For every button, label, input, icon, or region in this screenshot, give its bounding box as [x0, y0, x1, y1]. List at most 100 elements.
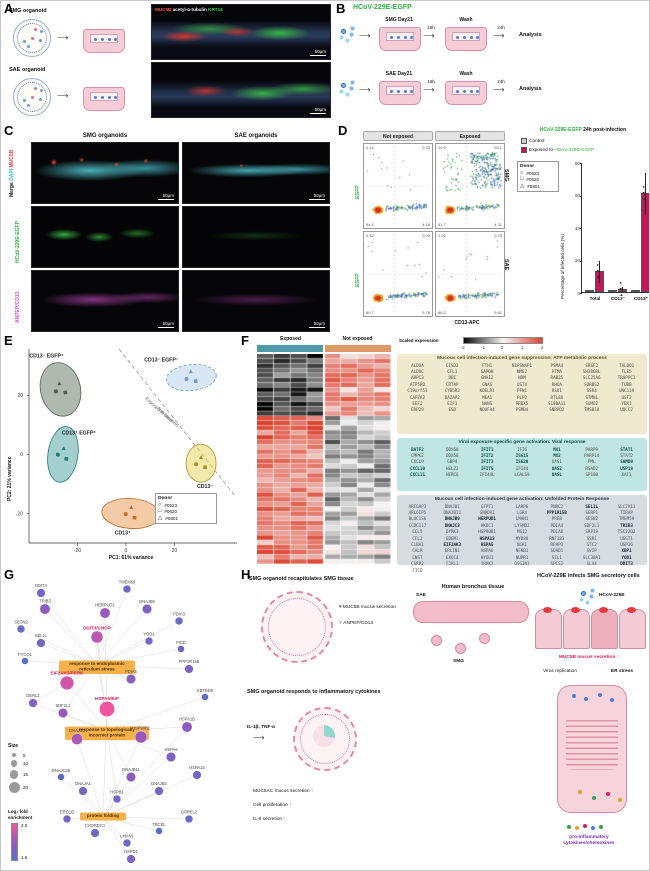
pca-point [55, 452, 60, 457]
gene-label: NRM [518, 375, 526, 381]
notexposed-group-label: Not exposed [342, 336, 373, 342]
network-node [142, 604, 152, 614]
gene-label: DDX58 [445, 453, 459, 458]
pca-point [57, 381, 62, 386]
gene-label: CRTAP [445, 381, 459, 387]
gene-label: HSPA6 [480, 548, 494, 554]
svg-text:-20: -20 [74, 548, 81, 554]
h-section3-title: HCoV-229E infects SMG secretory cells [537, 573, 640, 579]
gene-label: SDAD1 [550, 548, 564, 554]
gene-box-title: Mucous cell infection-induced gene suppr… [437, 356, 607, 361]
smg-dish-icon [83, 29, 125, 53]
quadrant-pct: 0.42 [366, 233, 374, 238]
sae-merge-image: 50μm [182, 142, 330, 204]
quadrant-pct: 0.09 [422, 233, 430, 238]
panel-d-label: D [338, 123, 348, 138]
donor-id: #0523 [526, 170, 540, 176]
gene-label: HERPUD1 [478, 516, 496, 522]
gene-label: OSGIN1 [514, 561, 530, 567]
gene-label: MSI2 [516, 529, 528, 535]
smg-organoid-title: SMG organoid [9, 8, 47, 14]
donor-triangle-icon: △ [158, 514, 163, 521]
gene-label: SERP1 [585, 510, 599, 515]
quadrant-pct: 1.26 [438, 233, 446, 238]
quadrant-pct: 51.7 [438, 222, 446, 227]
gene-label: DNAJB9 [444, 516, 460, 522]
secretory-cell [619, 607, 646, 649]
infection-bar-chart: Percentage of infected cells (%) 0 20 40 60… [557, 157, 649, 323]
gene-label: DNAJB1 [444, 503, 460, 509]
gene-label: F2RL1 [445, 561, 459, 567]
gene-label: RSU1 [551, 388, 562, 394]
gene-label: SNRPD2 [549, 407, 565, 413]
gene-label: XAF1 [621, 472, 632, 478]
gene-label: CCDC117 [408, 522, 427, 528]
bar-y-axis-label: Percentage of infected cells (%) [560, 234, 565, 299]
gene-label: DBI [448, 375, 457, 381]
donor-row: □ #0620 [158, 508, 214, 514]
network-node-label: KBTBD8 [197, 688, 214, 693]
panel-a-label: A [4, 1, 14, 16]
gene-label: ARPC3 [411, 375, 424, 381]
gene-label: GNPDA1 [479, 510, 495, 515]
network-node-label: DNAJB4 [151, 781, 167, 786]
donor-title: Donor [158, 496, 173, 501]
cluster-label: CD13⁺ [115, 530, 131, 536]
gene-label: YOD1 [621, 554, 632, 560]
donor-id: #0620 [526, 177, 540, 182]
sae-label: SAE [416, 593, 426, 598]
sae-anpep-image: 50μm [182, 270, 330, 332]
facs-sae-exposed: 1.26 0.75 88.2 9.81 [435, 231, 505, 317]
smg-merge-image: 50μm [31, 142, 179, 204]
gene-label: ARL6IP5 [408, 510, 427, 515]
network-node [126, 674, 136, 684]
stain-krt14: KRT14 [208, 7, 223, 12]
network-node-label: HERPUD1 [95, 602, 115, 607]
donor-point: ● [619, 280, 622, 285]
gene-label: SSR4 [586, 388, 597, 394]
anpep-row-label: ANPEP/CD13 [15, 291, 21, 323]
exposed-swatch [521, 147, 527, 153]
error-bar [645, 172, 646, 215]
donor-point: ▲ [642, 196, 647, 201]
smg-if-image: MUC5B acetyl-α-tubulin KRT14 50μm [151, 4, 331, 60]
network-node-label: DDIT4 [35, 583, 48, 588]
arrow-icon: ⟶ [253, 733, 265, 742]
pca-point [193, 379, 198, 384]
error-bar [622, 287, 623, 293]
gene-label: CALR [412, 548, 423, 554]
quadrant-pct: 94.4 [366, 222, 374, 227]
secretory-cell [563, 607, 590, 649]
gene-label: SIL1 [551, 554, 562, 560]
panel-h-label: H [241, 567, 251, 582]
arrow-icon: ⟶ [423, 85, 435, 94]
y-tick [580, 195, 582, 197]
donor-square-icon: □ [520, 176, 524, 182]
colorbar-tick: 0 [501, 345, 504, 350]
y-tick-label: 80 [574, 160, 580, 166]
gene-label: TSC22D2 [617, 529, 636, 535]
network-node [112, 794, 122, 804]
sae-row-header: SAE [503, 259, 509, 271]
colorbar-tick: 1 [521, 345, 524, 350]
gene-label: NFKB1 [515, 548, 529, 554]
smg-label: SMG [453, 659, 464, 664]
quadrant-pct: 4.18 [422, 222, 430, 227]
gene-label: NDUFA4 [479, 407, 495, 413]
network-node-label: HSPA13 [189, 765, 205, 770]
legend-exposed: Exposed to HCoV-229E-EGFP [521, 147, 594, 153]
legend-control: Control [521, 138, 544, 144]
network-node-label: HSPD1 [124, 849, 138, 854]
panel-f-label: F [241, 333, 249, 348]
pca-point [63, 390, 68, 395]
gene-list: BATF2 DDX60 IFIT1 IFI6 MX1 PARP9 STAT1 CMPK2 DDX… [400, 447, 644, 479]
gene-label: NIPSNAP1 [511, 362, 533, 368]
quadrant-pct: 33.1 [494, 145, 502, 150]
enrichment-lo: 1.5 [21, 855, 28, 860]
gene-label: RHOA [551, 381, 562, 387]
gene-label: PNRC2 [550, 503, 564, 509]
gene-label: ALDOC [411, 369, 424, 374]
network-node-label: LMAN1 [120, 834, 134, 839]
